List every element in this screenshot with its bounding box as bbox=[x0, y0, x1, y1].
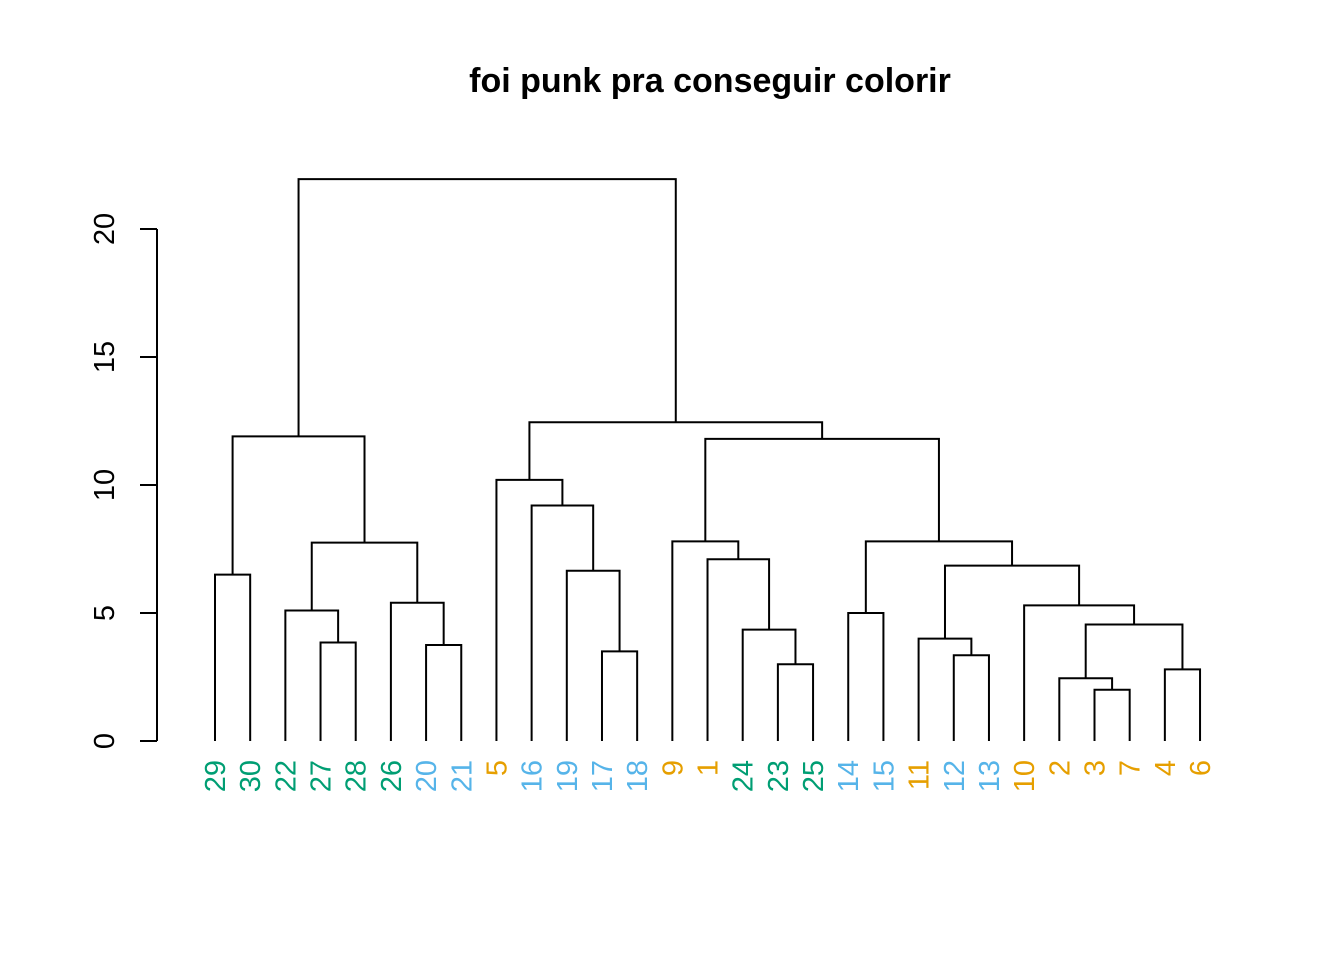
leaf-label: 11 bbox=[904, 760, 936, 790]
dendrogram-link bbox=[952, 654, 990, 741]
dendrogram-link bbox=[565, 569, 621, 741]
leaf-label: 18 bbox=[622, 760, 654, 792]
leaf-label: 6 bbox=[1185, 760, 1217, 776]
dendrogram-link bbox=[214, 573, 252, 741]
dendrogram-link bbox=[297, 178, 677, 437]
leaf-label: 22 bbox=[270, 760, 302, 792]
dendrogram-link bbox=[943, 564, 1081, 639]
leaf-label: 5 bbox=[481, 760, 513, 776]
leaf-label: 3 bbox=[1080, 760, 1112, 776]
leaf-label: 17 bbox=[587, 760, 619, 792]
dendrogram-link bbox=[530, 504, 595, 741]
dendrogram-link bbox=[1058, 677, 1114, 741]
dendrogram-link bbox=[1093, 688, 1131, 741]
chart-title: foi punk pra conseguir colorir bbox=[469, 62, 951, 100]
leaf-label: 9 bbox=[657, 760, 689, 776]
y-tick-label: 10 bbox=[89, 469, 121, 501]
y-tick-label: 20 bbox=[89, 213, 121, 245]
y-tick-label: 0 bbox=[89, 733, 121, 749]
dendrogram-link bbox=[706, 558, 771, 741]
leaf-label: 10 bbox=[1009, 760, 1041, 792]
dendrogram-link bbox=[319, 641, 357, 741]
dendrogram-link bbox=[425, 644, 463, 741]
leaf-label: 29 bbox=[200, 760, 232, 792]
dendrogram-link bbox=[671, 540, 740, 741]
dendrogram-link bbox=[741, 628, 797, 741]
dendrogram-link bbox=[600, 650, 639, 741]
y-tick-label: 5 bbox=[89, 605, 121, 621]
dendrogram-links bbox=[214, 178, 1202, 741]
leaf-labels: 29 30 22 27 28 26 20 21 5 16 19 17 18 9 1 24 23 25 14 15 11 1… bbox=[200, 760, 1217, 792]
dendrogram-link bbox=[310, 541, 419, 611]
dendrogram-link bbox=[704, 437, 940, 542]
leaf-label: 16 bbox=[517, 760, 549, 792]
dendrogram-link bbox=[495, 478, 564, 741]
leaf-label: 27 bbox=[306, 760, 338, 792]
dendrogram-link bbox=[917, 637, 973, 741]
leaf-label: 30 bbox=[235, 760, 267, 792]
leaf-label: 24 bbox=[728, 760, 760, 792]
leaf-label: 20 bbox=[411, 760, 443, 792]
dendrogram-link bbox=[864, 540, 1014, 613]
dendrogram-link bbox=[231, 435, 366, 575]
dendrogram-link bbox=[1023, 604, 1136, 741]
leaf-label: 21 bbox=[446, 760, 478, 792]
leaf-label: 26 bbox=[376, 760, 408, 792]
leaf-label: 13 bbox=[974, 760, 1006, 792]
leaf-label: 4 bbox=[1150, 760, 1182, 776]
leaf-label: 23 bbox=[763, 760, 795, 792]
leaf-label: 12 bbox=[939, 760, 971, 792]
dendrogram-link bbox=[284, 609, 340, 741]
y-axis: 0 5 10 15 20 bbox=[89, 213, 158, 749]
leaf-label: 14 bbox=[833, 760, 865, 792]
y-tick-label: 15 bbox=[89, 341, 121, 373]
leaf-label: 7 bbox=[1115, 760, 1147, 776]
dendrogram-link bbox=[389, 601, 445, 741]
leaf-label: 25 bbox=[798, 760, 830, 792]
leaf-label: 15 bbox=[868, 760, 900, 792]
dendrogram-link bbox=[1163, 668, 1202, 741]
dendrogram-link bbox=[776, 663, 815, 741]
dendrogram-link bbox=[847, 612, 885, 741]
leaf-label: 1 bbox=[693, 760, 725, 776]
leaf-label: 2 bbox=[1044, 760, 1076, 776]
dendrogram-link bbox=[528, 421, 824, 480]
leaf-label: 19 bbox=[552, 760, 584, 792]
leaf-label: 28 bbox=[341, 760, 373, 792]
